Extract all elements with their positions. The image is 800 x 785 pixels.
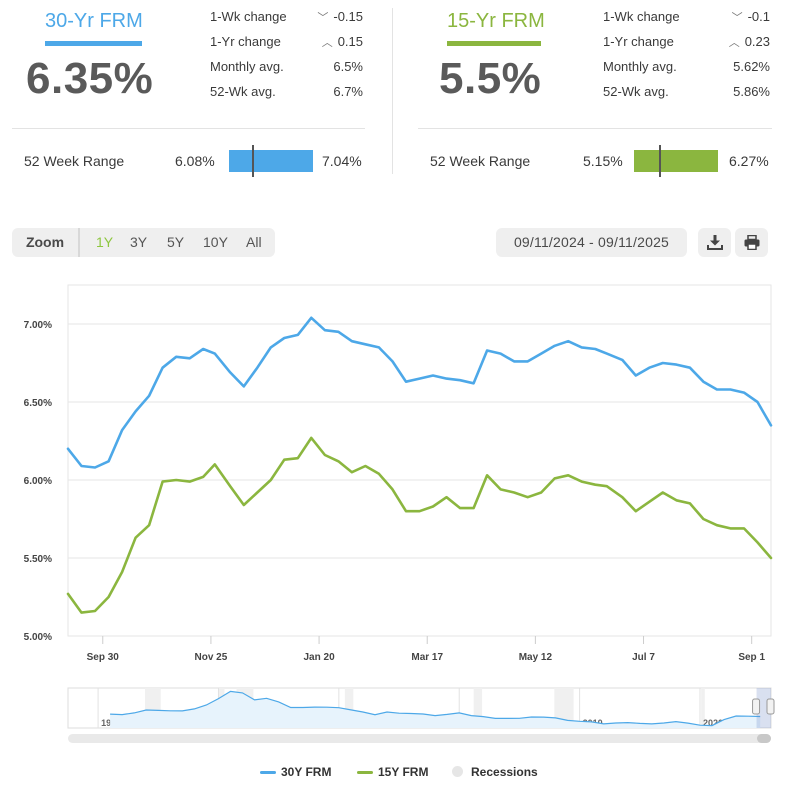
chevron-up-icon: ︿ — [321, 37, 333, 49]
chevron-down-icon: ﹀ — [317, 12, 329, 24]
y-tick-label: 6.00% — [24, 476, 52, 487]
zoom-all-button[interactable]: All — [246, 234, 262, 250]
date-range-display[interactable]: 09/11/2024 - 09/11/2025 — [496, 228, 687, 257]
zoom-selector: Zoom 1Y 3Y 5Y 10Y All — [12, 228, 275, 257]
legend-swatch-recessions — [452, 766, 463, 777]
stat-label: 1-Wk change — [603, 9, 680, 24]
zoom-10y-button[interactable]: 10Y — [203, 234, 228, 250]
frm15-range-bar — [634, 145, 718, 177]
chart-legend: 30Y FRM 15Y FRM Recessions — [0, 764, 800, 780]
download-icon — [707, 235, 723, 250]
legend-label-recessions: Recessions — [471, 765, 538, 779]
navigator-selection — [756, 688, 771, 728]
history-navigator[interactable]: 197019801990200020102020 — [0, 686, 800, 748]
stat-label: 1-Yr change — [603, 34, 674, 49]
legend-label-30y: 30Y FRM — [281, 765, 332, 779]
stat-value: ﹀ -0.15 — [317, 9, 363, 24]
frm30-range-high: 7.04% — [322, 153, 362, 169]
x-tick-label: Mar 17 — [411, 652, 443, 663]
download-button[interactable] — [698, 228, 731, 257]
print-icon — [744, 235, 760, 250]
stat-label: 52-Wk avg. — [210, 84, 276, 99]
series-line-30y-frm — [66, 316, 773, 469]
y-tick-label: 6.50% — [24, 398, 52, 409]
x-tick-label: Jul 7 — [632, 652, 655, 663]
frm15-rate-value: 5.5% — [439, 54, 542, 103]
stat-value: 6.7% — [333, 84, 363, 99]
series-line-15y-frm — [66, 436, 773, 614]
frm15-divider — [418, 128, 772, 129]
chevron-up-icon: ︿ — [728, 37, 740, 49]
navigator-tick-label: 2020 — [703, 718, 723, 728]
legend-swatch-15y — [357, 771, 373, 774]
scrollbar-track — [68, 734, 771, 743]
frm15-range-marker — [659, 145, 662, 177]
frm30-title: 30-Yr FRM — [45, 10, 143, 32]
stat-label: 52-Wk avg. — [603, 84, 669, 99]
frm30-rate-value: 6.35% — [26, 54, 154, 103]
y-tick-label: 7.00% — [24, 320, 52, 331]
zoom-5y-button[interactable]: 5Y — [167, 234, 185, 250]
frm30-title-underline — [45, 41, 142, 46]
zoom-3y-button[interactable]: 3Y — [130, 234, 148, 250]
stat-label: Monthly avg. — [603, 59, 677, 74]
stat-label: Monthly avg. — [210, 59, 284, 74]
stat-value: ﹀ -0.1 — [731, 9, 770, 24]
plot-area — [67, 284, 772, 637]
frm15-title-underline — [447, 41, 541, 46]
frm15-range-high: 6.27% — [729, 153, 769, 169]
stat-value: 6.5% — [333, 59, 363, 74]
recession-band — [701, 688, 705, 728]
stat-value: ︿ 0.23 — [728, 34, 770, 49]
navigator-line — [110, 690, 761, 727]
x-tick-label: May 12 — [519, 652, 553, 663]
recession-band — [473, 688, 483, 728]
frm15-range-low: 5.15% — [583, 153, 623, 169]
stat-label: 1-Yr change — [210, 34, 281, 49]
scrollbar-thumb — [757, 734, 771, 743]
x-tick-label: Sep 30 — [87, 652, 120, 663]
recession-band — [554, 688, 574, 728]
frm30-range-label: 52 Week Range — [24, 153, 125, 169]
frm30-divider — [12, 128, 365, 129]
stat-value: ︿ 0.15 — [321, 34, 363, 49]
zoom-1y-button[interactable]: 1Y — [96, 234, 114, 250]
navigator-handle-right — [766, 698, 775, 715]
legend-swatch-30y — [260, 771, 276, 774]
stat-value: 5.62% — [733, 59, 770, 74]
zoom-label: Zoom — [12, 228, 80, 257]
stat-label: 1-Wk change — [210, 9, 287, 24]
y-tick-label: 5.50% — [24, 554, 52, 565]
frm30-summary-panel: 30-Yr FRM 6.35% 1-Wk change ﹀ -0.15 1-Yr … — [12, 0, 365, 190]
frm30-range-marker — [251, 145, 254, 177]
frm15-range-label: 52 Week Range — [430, 153, 531, 169]
stat-value: 5.86% — [733, 84, 770, 99]
legend-label-15y: 15Y FRM — [378, 765, 429, 779]
rates-line-chart[interactable]: 5.00% 5.50% 6.00% 6.50% 7.00% Sep 30 Nov 25 Jan… — [0, 270, 800, 670]
frm15-title: 15-Yr FRM — [447, 10, 545, 32]
frm30-range-low: 6.08% — [175, 153, 215, 169]
frm15-summary-panel: 15-Yr FRM 5.5% 1-Wk change ﹀ -0.1 1-Yr ch… — [418, 0, 772, 190]
y-tick-label: 5.00% — [24, 632, 52, 643]
chevron-down-icon: ﹀ — [731, 12, 743, 24]
recession-band — [344, 688, 354, 728]
x-tick-label: Nov 25 — [195, 652, 228, 663]
navigator-handle-left — [752, 698, 761, 715]
print-button[interactable] — [735, 228, 768, 257]
x-tick-label: Jan 20 — [304, 652, 336, 663]
frm30-range-bar — [229, 145, 313, 177]
panel-divider — [392, 8, 393, 174]
x-tick-label: Sep 1 — [738, 652, 765, 663]
